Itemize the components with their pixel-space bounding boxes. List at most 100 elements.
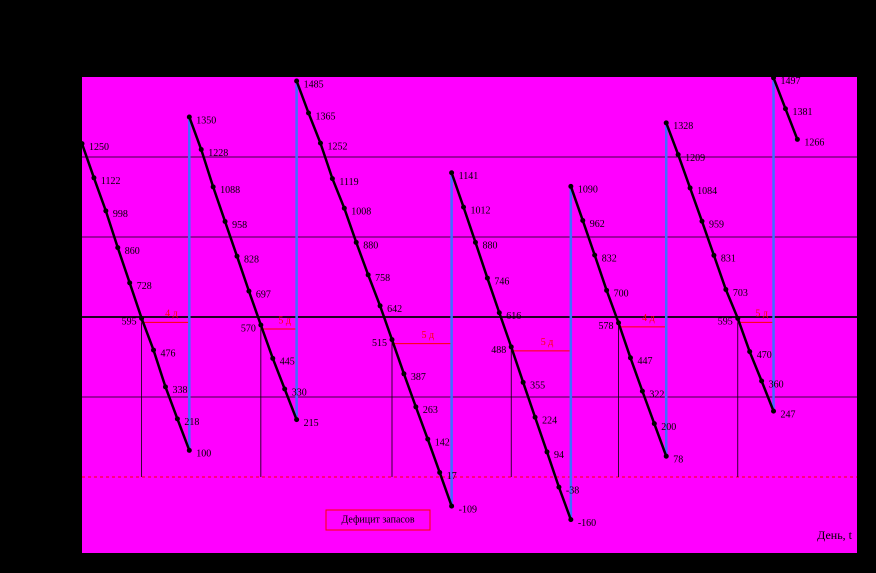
- point-label: 330: [292, 387, 307, 398]
- point-label: 1328: [673, 121, 693, 132]
- point: [747, 349, 753, 355]
- point-label: 1228: [208, 148, 228, 159]
- point: [651, 421, 657, 427]
- point: [437, 469, 443, 475]
- point: [234, 253, 240, 259]
- point: [306, 110, 312, 116]
- point-label: 1090: [578, 185, 598, 196]
- point-label: 1485: [304, 79, 324, 90]
- point-label: 322: [649, 389, 664, 400]
- point: [663, 453, 669, 459]
- point: [258, 322, 264, 328]
- point: [663, 120, 669, 126]
- point: [401, 371, 407, 377]
- point-label: 700: [614, 289, 629, 300]
- point-label: 880: [363, 241, 378, 252]
- point: [496, 310, 502, 316]
- point: [532, 414, 538, 420]
- plot-area: [82, 77, 857, 553]
- point-label: 1381: [792, 107, 812, 118]
- point: [210, 184, 216, 190]
- point: [639, 388, 645, 394]
- point-label: 860: [125, 246, 140, 257]
- point-label: 142: [435, 437, 450, 448]
- point: [127, 280, 133, 286]
- point-label: 1141: [459, 171, 479, 182]
- point-label: 1266: [804, 138, 824, 149]
- point-label: -109: [459, 504, 477, 515]
- point: [592, 252, 598, 258]
- point: [174, 416, 180, 422]
- point: [449, 503, 455, 509]
- annotation: Дефицит запасов: [341, 514, 414, 525]
- point: [329, 176, 335, 182]
- point-label: 697: [256, 289, 271, 300]
- point: [508, 344, 514, 350]
- point: [413, 404, 419, 410]
- point: [544, 449, 550, 455]
- point: [198, 147, 204, 153]
- point-label: 595: [718, 317, 733, 328]
- point: [520, 379, 526, 385]
- point-label: 1252: [327, 141, 347, 152]
- series-line: [665, 122, 775, 412]
- point-label: 1209: [685, 153, 705, 164]
- point: [222, 219, 228, 225]
- point-label: 1084: [697, 186, 717, 197]
- lead-time-label: 5 д: [541, 337, 554, 348]
- point-label: 224: [542, 416, 557, 427]
- point: [151, 347, 157, 353]
- point-label: 758: [375, 273, 390, 284]
- point: [425, 436, 431, 442]
- point-label: 263: [423, 405, 438, 416]
- point-label: 1012: [471, 205, 491, 216]
- point-label: 595: [122, 317, 137, 328]
- point: [449, 170, 455, 176]
- lead-time-label: 4 д: [642, 313, 655, 324]
- lead-time-label: 4 д: [165, 309, 178, 320]
- point: [556, 484, 562, 490]
- point: [711, 252, 717, 258]
- point-label: 570: [241, 323, 256, 334]
- point-label: 746: [494, 276, 509, 287]
- point-label: 962: [590, 219, 605, 230]
- lead-time-label: 5 д: [755, 309, 768, 320]
- point: [699, 218, 705, 224]
- point-label: 1088: [220, 185, 240, 196]
- point-label: 1122: [101, 176, 121, 187]
- point-label: 832: [602, 253, 617, 264]
- point-label: 959: [709, 220, 724, 231]
- annotation-box: [325, 509, 431, 531]
- point: [616, 320, 622, 326]
- point-label: 470: [757, 350, 772, 361]
- series-line: [295, 80, 453, 507]
- point-label: 515: [372, 338, 387, 349]
- point-label: 958: [232, 220, 247, 231]
- point-label: 215: [304, 418, 319, 429]
- point-label: 338: [172, 385, 187, 396]
- point: [627, 355, 633, 361]
- x-axis-label: День, t: [817, 528, 853, 542]
- series-line: [80, 143, 191, 451]
- lead-time-label: 5 д: [422, 330, 435, 341]
- point: [484, 275, 490, 281]
- point: [723, 287, 729, 293]
- point: [771, 75, 777, 81]
- point: [294, 78, 300, 84]
- point-label: 360: [769, 379, 784, 390]
- point: [580, 217, 586, 223]
- point: [377, 303, 383, 309]
- point-label: 355: [530, 381, 545, 392]
- point: [282, 386, 288, 392]
- point-label: 1350: [196, 115, 216, 126]
- point: [794, 136, 800, 142]
- point: [294, 417, 300, 423]
- point-label: 880: [482, 241, 497, 252]
- point: [115, 245, 121, 251]
- point: [186, 114, 192, 120]
- point: [735, 315, 741, 321]
- point: [103, 208, 109, 214]
- point-label: 100: [196, 449, 211, 460]
